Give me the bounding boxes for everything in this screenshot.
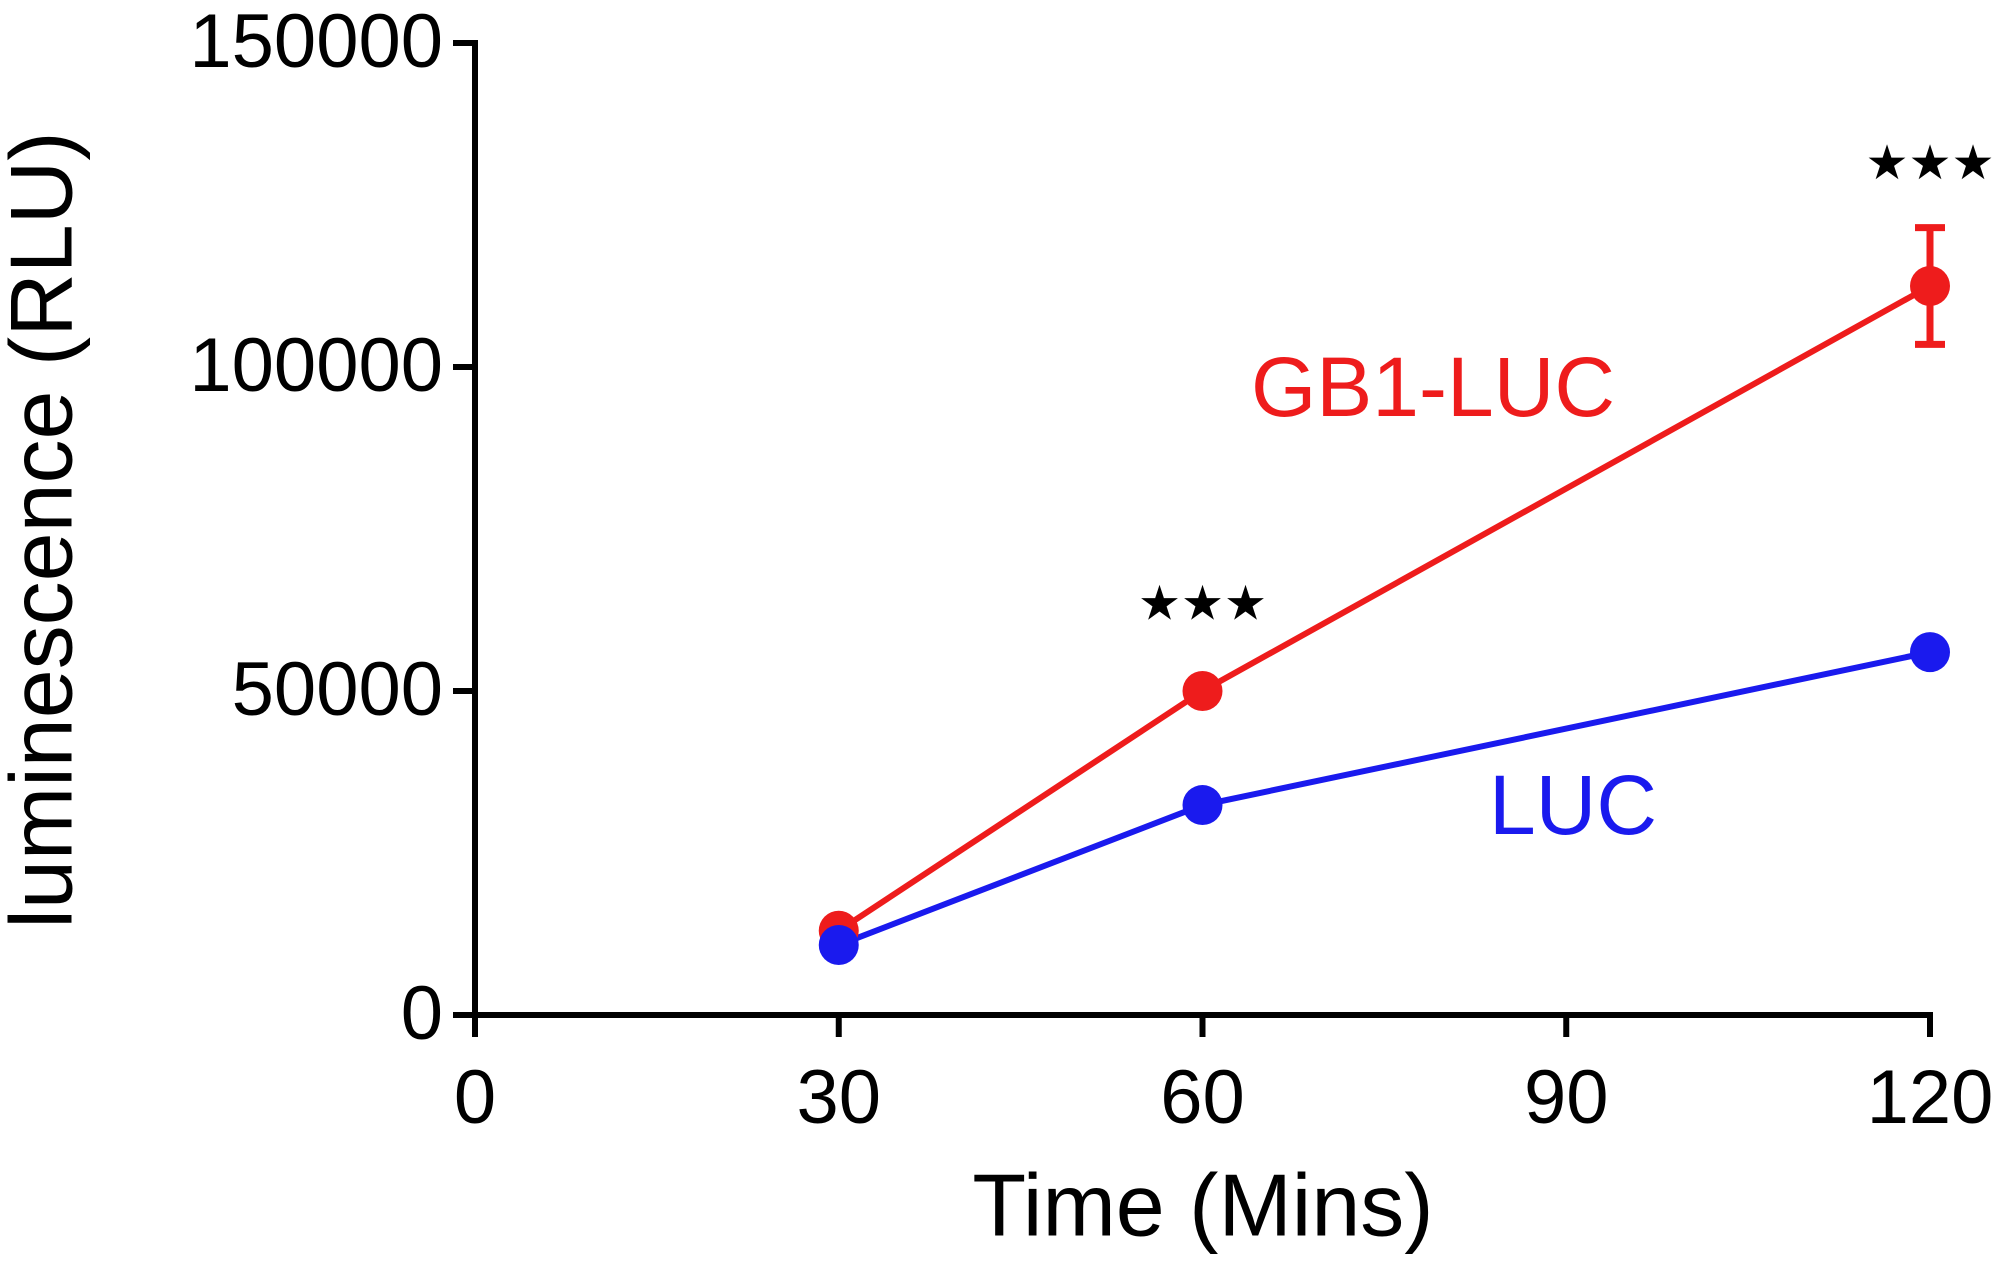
data-point xyxy=(1182,671,1223,711)
x-tick-label: 90 xyxy=(1524,1055,1609,1140)
x-tick-label: 0 xyxy=(454,1055,496,1140)
y-tick-label: 100000 xyxy=(189,323,443,408)
data-point xyxy=(1910,266,1950,306)
x-tick-label: 30 xyxy=(796,1055,881,1140)
y-tick-label: 50000 xyxy=(232,647,443,732)
significance-annotation: ★★★ xyxy=(1865,137,1994,190)
data-point xyxy=(1182,785,1223,826)
x-tick-label: 120 xyxy=(1867,1055,1994,1140)
y-tick-label: 150000 xyxy=(189,0,443,84)
x-axis-title: Time (Mins) xyxy=(972,1155,1433,1254)
data-point xyxy=(1910,632,1950,673)
significance-annotation: ★★★ xyxy=(1138,577,1267,630)
data-point xyxy=(818,925,859,966)
y-tick-label: 0 xyxy=(401,971,443,1056)
series-line xyxy=(837,649,1931,948)
y-axis-title: luminescence (RLU) xyxy=(0,131,90,928)
x-tick-label: 60 xyxy=(1160,1055,1245,1140)
series-label: GB1-LUC xyxy=(1251,340,1615,434)
series-label: LUC xyxy=(1489,758,1657,852)
